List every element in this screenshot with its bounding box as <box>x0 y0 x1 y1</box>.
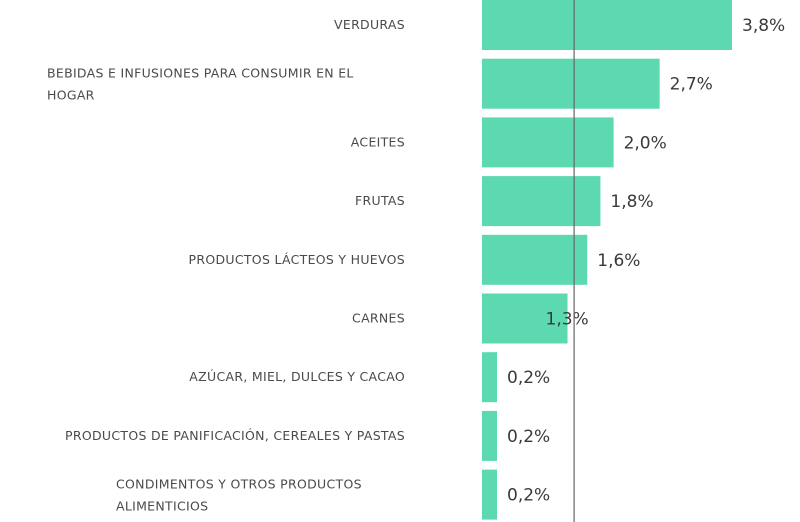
category-label-line: BEBIDAS E INFUSIONES PARA CONSUMIR EN EL <box>47 66 354 81</box>
value-label: 3,8% <box>742 16 785 36</box>
bar <box>482 0 732 50</box>
category-label: ACEITES <box>351 134 405 149</box>
value-label: 2,7% <box>670 75 713 95</box>
value-label: 1,8% <box>610 192 653 212</box>
value-label: 1,3% <box>546 310 589 330</box>
category-label-line: AZÚCAR, MIEL, DULCES Y CACAO <box>189 369 405 384</box>
category-label: PRODUCTOS DE PANIFICACIÓN, CEREALES Y PA… <box>65 428 405 443</box>
category-label-line: ACEITES <box>351 134 405 149</box>
category-label: AZÚCAR, MIEL, DULCES Y CACAO <box>189 369 405 384</box>
category-label-line: VERDURAS <box>334 17 405 32</box>
category-label-line: ALIMENTICIOS <box>116 499 208 514</box>
category-label: FRUTAS <box>355 193 405 208</box>
category-label: CONDIMENTOS Y OTROS PRODUCTOS ALIMENTICIO… <box>116 477 362 514</box>
category-label: BEBIDAS E INFUSIONES PARA CONSUMIR EN EL… <box>47 66 354 103</box>
category-label-line: PRODUCTOS LÁCTEOS Y HUEVOS <box>189 252 406 267</box>
value-label: 0,2% <box>507 427 550 447</box>
value-label: 2,0% <box>624 133 667 153</box>
category-label-line: HOGAR <box>47 88 95 103</box>
category-label-line: CARNES <box>352 311 405 326</box>
bar <box>482 352 497 403</box>
category-label-line: PRODUCTOS DE PANIFICACIÓN, CEREALES Y PA… <box>65 428 405 443</box>
bar <box>482 293 568 344</box>
bar <box>482 234 588 285</box>
bar <box>482 176 601 227</box>
category-label: CARNES <box>352 311 405 326</box>
bar <box>482 58 660 109</box>
bar <box>482 410 497 461</box>
value-label: 0,2% <box>507 486 550 506</box>
category-label-line: CONDIMENTOS Y OTROS PRODUCTOS <box>116 477 362 492</box>
bar <box>482 469 497 520</box>
value-label: 1,6% <box>597 251 640 271</box>
category-label: VERDURAS <box>334 17 405 32</box>
value-label: 0,2% <box>507 368 550 388</box>
bar <box>482 117 614 168</box>
category-label-line: FRUTAS <box>355 193 405 208</box>
category-label: PRODUCTOS LÁCTEOS Y HUEVOS <box>189 252 406 267</box>
